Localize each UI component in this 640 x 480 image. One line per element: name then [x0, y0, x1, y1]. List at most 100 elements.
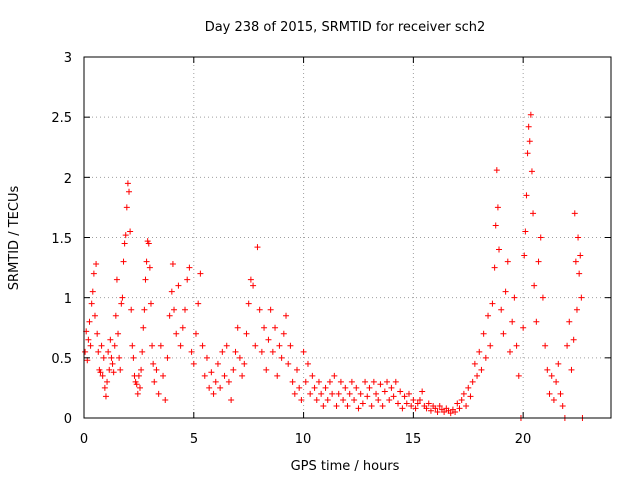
data-point: [496, 246, 503, 253]
data-point: [379, 402, 386, 409]
data-point: [230, 366, 237, 373]
data-point: [570, 336, 577, 343]
data-point: [115, 330, 122, 337]
data-point: [564, 342, 571, 349]
data-point: [147, 300, 154, 307]
data-point: [533, 318, 540, 325]
data-point: [530, 210, 537, 217]
data-point: [199, 342, 206, 349]
data-point: [283, 312, 290, 319]
data-point: [117, 366, 124, 373]
grid-lines: [83, 56, 611, 419]
data-point: [548, 372, 555, 379]
data-point: [553, 378, 560, 385]
y-axis-label: SRMTID / TECUs: [7, 186, 22, 291]
data-point: [129, 342, 136, 349]
data-point: [127, 228, 134, 235]
data-point: [478, 366, 485, 373]
data-point: [487, 342, 494, 349]
data-point: [542, 342, 549, 349]
data-point: [405, 390, 412, 397]
data-point: [123, 204, 130, 211]
data-point: [377, 381, 384, 388]
data-point: [521, 252, 528, 259]
data-point: [539, 294, 546, 301]
data-point: [162, 396, 169, 403]
data-point: [329, 390, 336, 397]
data-point: [126, 188, 133, 195]
data-point: [557, 390, 564, 397]
data-point: [452, 408, 459, 415]
data-point: [219, 348, 226, 355]
data-point: [502, 288, 509, 295]
data-point: [134, 390, 141, 397]
data-point: [111, 342, 118, 349]
data-point: [423, 405, 430, 412]
data-point: [454, 400, 461, 407]
plot-frame: [83, 56, 612, 419]
data-point: [401, 393, 408, 400]
data-point: [366, 384, 373, 391]
data-point: [576, 270, 583, 277]
data-point: [456, 405, 463, 412]
data-point: [546, 390, 553, 397]
data-point: [258, 348, 265, 355]
data-point: [390, 393, 397, 400]
data-point: [241, 360, 248, 367]
data-point: [355, 405, 362, 412]
data-point: [267, 306, 274, 313]
data-point: [110, 369, 117, 376]
data-point: [537, 234, 544, 241]
data-point: [146, 264, 153, 271]
data-point: [571, 210, 578, 217]
data-point: [184, 276, 191, 283]
data-point: [221, 372, 228, 379]
data-point: [500, 330, 507, 337]
data-point: [122, 232, 129, 239]
data-point: [436, 402, 443, 409]
data-point: [128, 306, 135, 313]
data-point: [474, 372, 481, 379]
data-point: [577, 252, 584, 259]
data-point: [335, 390, 342, 397]
data-point: [100, 354, 107, 361]
x-tick-label: 0: [80, 432, 88, 447]
data-point: [526, 138, 533, 145]
data-point: [427, 407, 434, 414]
data-point: [151, 378, 158, 385]
data-point: [528, 168, 535, 175]
data-point: [135, 372, 142, 379]
data-point: [225, 378, 232, 385]
data-point: [140, 324, 147, 331]
chart-title: Day 238 of 2015, SRMTID for receiver sch…: [205, 20, 486, 35]
data-point: [559, 402, 566, 409]
data-point: [434, 408, 441, 415]
data-point: [313, 396, 320, 403]
data-point: [136, 384, 143, 391]
data-point: [322, 384, 329, 391]
data-point: [494, 204, 501, 211]
data-point: [105, 348, 112, 355]
data-point: [109, 360, 116, 367]
data-point: [104, 378, 111, 385]
x-tick-label: 15: [405, 432, 422, 447]
data-point: [509, 318, 516, 325]
data-point: [118, 300, 125, 307]
data-point: [469, 378, 476, 385]
data-point: [234, 324, 241, 331]
data-point: [311, 384, 318, 391]
data-point: [265, 336, 272, 343]
data-point: [99, 372, 106, 379]
data-point: [425, 400, 432, 407]
data-point: [384, 378, 391, 385]
data-point: [403, 400, 410, 407]
data-point: [157, 342, 164, 349]
data-point: [566, 318, 573, 325]
data-point: [381, 388, 388, 395]
data-point: [82, 348, 89, 355]
data-point: [331, 372, 338, 379]
data-point: [120, 258, 127, 265]
data-point: [344, 402, 351, 409]
data-point: [416, 396, 423, 403]
data-point: [197, 270, 204, 277]
